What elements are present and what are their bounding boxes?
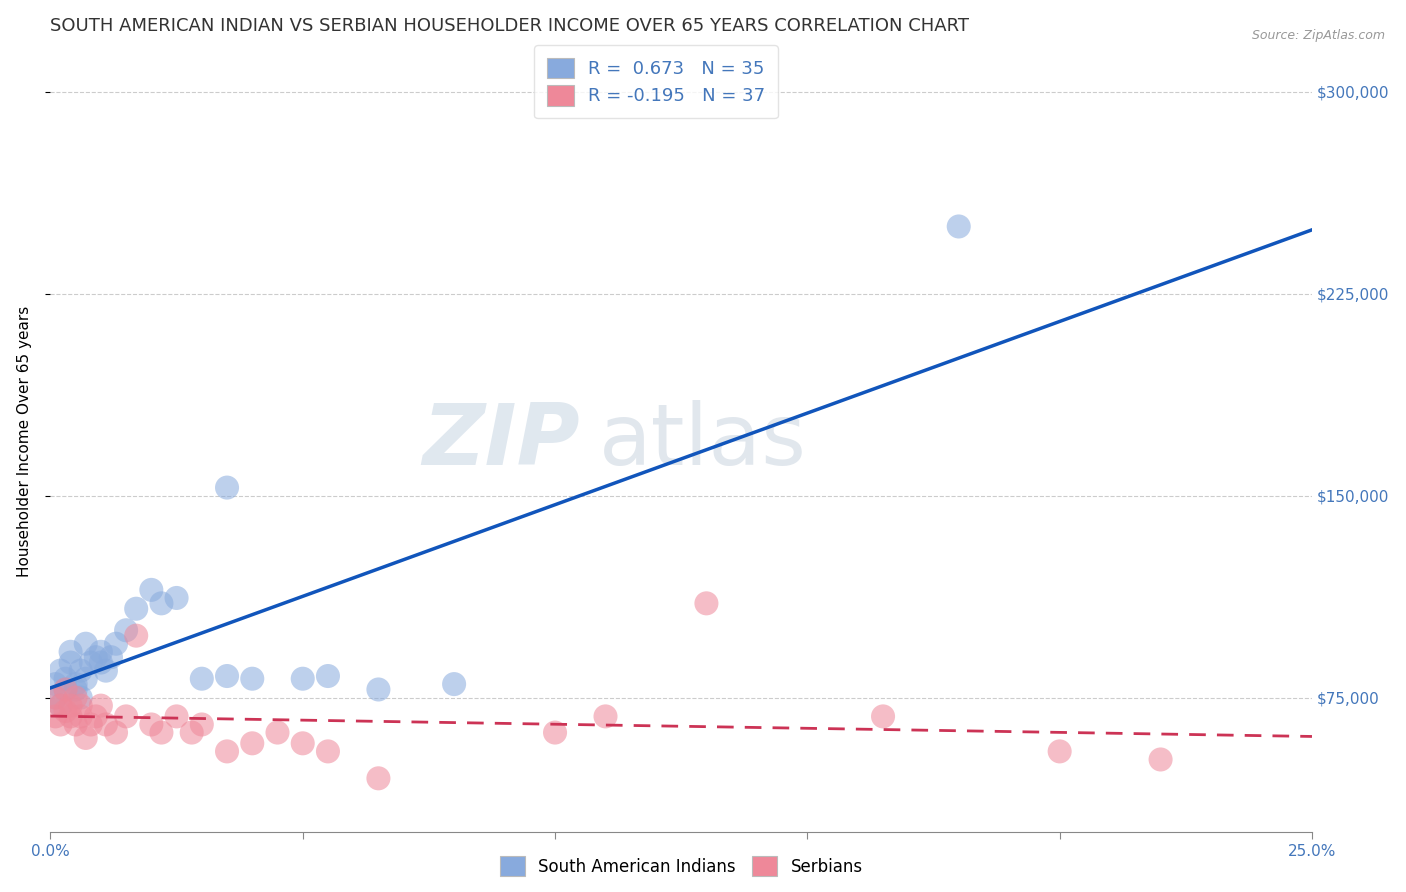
Point bbox=[59, 656, 82, 670]
Point bbox=[1049, 744, 1071, 758]
Point bbox=[49, 717, 72, 731]
Point bbox=[266, 725, 288, 739]
Point bbox=[69, 698, 91, 713]
Point bbox=[166, 709, 188, 723]
Point bbox=[49, 698, 72, 713]
Point bbox=[141, 582, 163, 597]
Point bbox=[94, 717, 117, 731]
Point bbox=[191, 717, 214, 731]
Point bbox=[69, 709, 91, 723]
Point bbox=[49, 698, 72, 713]
Point bbox=[44, 690, 66, 705]
Point bbox=[215, 481, 238, 495]
Point bbox=[150, 725, 173, 739]
Point bbox=[44, 677, 66, 691]
Point bbox=[55, 682, 77, 697]
Point bbox=[90, 656, 112, 670]
Point bbox=[69, 690, 91, 705]
Point bbox=[65, 682, 87, 697]
Point bbox=[240, 672, 263, 686]
Point bbox=[105, 637, 128, 651]
Point bbox=[595, 709, 617, 723]
Point bbox=[150, 596, 173, 610]
Point bbox=[544, 725, 567, 739]
Point bbox=[1149, 752, 1171, 766]
Point bbox=[65, 677, 87, 691]
Point bbox=[240, 736, 263, 750]
Point bbox=[115, 709, 138, 723]
Point bbox=[84, 709, 107, 723]
Point bbox=[443, 677, 465, 691]
Point bbox=[90, 645, 112, 659]
Point bbox=[291, 736, 314, 750]
Legend: South American Indians, Serbians: South American Indians, Serbians bbox=[494, 850, 869, 882]
Point bbox=[65, 717, 87, 731]
Point bbox=[69, 664, 91, 678]
Text: Source: ZipAtlas.com: Source: ZipAtlas.com bbox=[1251, 29, 1385, 42]
Point bbox=[44, 709, 66, 723]
Point bbox=[125, 601, 148, 615]
Point bbox=[55, 704, 77, 718]
Point bbox=[105, 725, 128, 739]
Point bbox=[215, 744, 238, 758]
Point bbox=[367, 772, 389, 786]
Point bbox=[44, 690, 66, 705]
Text: atlas: atlas bbox=[599, 401, 807, 483]
Point bbox=[59, 645, 82, 659]
Point bbox=[166, 591, 188, 605]
Point bbox=[316, 669, 339, 683]
Point bbox=[75, 672, 97, 686]
Point bbox=[191, 672, 214, 686]
Point bbox=[65, 690, 87, 705]
Point bbox=[75, 731, 97, 745]
Point bbox=[948, 219, 970, 234]
Point bbox=[80, 717, 103, 731]
Point bbox=[59, 709, 82, 723]
Point bbox=[59, 698, 82, 713]
Point bbox=[141, 717, 163, 731]
Point bbox=[84, 650, 107, 665]
Point bbox=[115, 624, 138, 638]
Point bbox=[367, 682, 389, 697]
Point bbox=[94, 664, 117, 678]
Point bbox=[55, 682, 77, 697]
Point bbox=[55, 672, 77, 686]
Point bbox=[215, 669, 238, 683]
Text: ZIP: ZIP bbox=[423, 401, 581, 483]
Point bbox=[49, 664, 72, 678]
Text: SOUTH AMERICAN INDIAN VS SERBIAN HOUSEHOLDER INCOME OVER 65 YEARS CORRELATION CH: SOUTH AMERICAN INDIAN VS SERBIAN HOUSEHO… bbox=[51, 17, 969, 35]
Point bbox=[695, 596, 717, 610]
Y-axis label: Householder Income Over 65 years: Householder Income Over 65 years bbox=[17, 306, 32, 577]
Point bbox=[316, 744, 339, 758]
Point bbox=[100, 650, 122, 665]
Point bbox=[75, 637, 97, 651]
Point bbox=[80, 656, 103, 670]
Point bbox=[90, 698, 112, 713]
Point bbox=[291, 672, 314, 686]
Point bbox=[125, 629, 148, 643]
Point bbox=[180, 725, 202, 739]
Point bbox=[872, 709, 894, 723]
